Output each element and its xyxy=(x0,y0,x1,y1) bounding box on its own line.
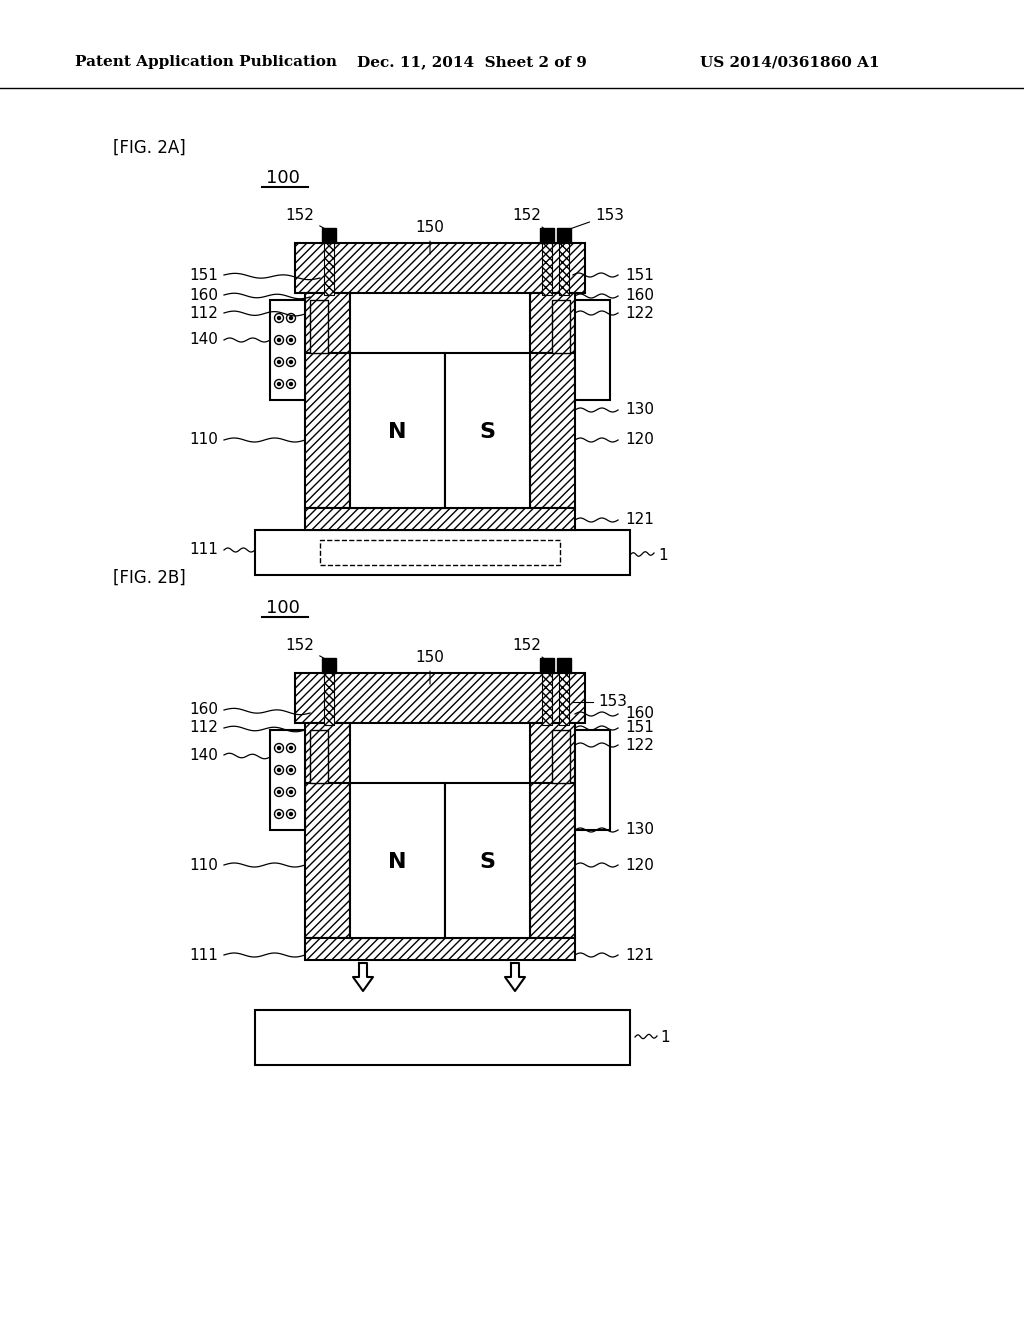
Bar xyxy=(542,673,552,725)
Bar xyxy=(305,508,575,531)
Circle shape xyxy=(278,813,281,816)
Bar xyxy=(295,673,585,723)
Bar xyxy=(295,243,585,293)
Circle shape xyxy=(290,768,293,771)
Bar xyxy=(540,228,554,243)
Text: 150: 150 xyxy=(416,220,444,255)
Text: 122: 122 xyxy=(625,305,654,321)
Bar xyxy=(552,730,570,783)
Text: Dec. 11, 2014  Sheet 2 of 9: Dec. 11, 2014 Sheet 2 of 9 xyxy=(357,55,587,69)
Circle shape xyxy=(290,813,293,816)
Text: 1: 1 xyxy=(660,1030,670,1044)
Circle shape xyxy=(278,383,281,385)
Circle shape xyxy=(290,747,293,750)
Text: N: N xyxy=(388,851,407,873)
Bar xyxy=(552,300,570,352)
Text: [FIG. 2B]: [FIG. 2B] xyxy=(113,569,185,587)
Bar xyxy=(310,730,328,783)
Bar xyxy=(530,723,575,783)
Text: 120: 120 xyxy=(625,858,654,873)
Bar xyxy=(305,293,350,352)
Circle shape xyxy=(278,747,281,750)
Circle shape xyxy=(290,317,293,319)
Bar xyxy=(270,300,305,400)
Bar xyxy=(542,243,552,294)
Text: 111: 111 xyxy=(189,948,218,962)
Text: 112: 112 xyxy=(189,721,218,735)
Bar xyxy=(310,300,328,352)
Text: 140: 140 xyxy=(189,333,218,347)
Bar xyxy=(559,243,569,294)
Text: 120: 120 xyxy=(625,433,654,447)
Bar xyxy=(350,783,445,939)
Text: 100: 100 xyxy=(266,599,300,616)
Text: [FIG. 2A]: [FIG. 2A] xyxy=(113,139,185,157)
Text: 130: 130 xyxy=(625,403,654,417)
Text: 151: 151 xyxy=(625,268,654,282)
Circle shape xyxy=(290,791,293,793)
Bar xyxy=(530,352,575,508)
Text: 111: 111 xyxy=(189,543,218,557)
Bar xyxy=(322,657,336,673)
Text: 110: 110 xyxy=(189,858,218,873)
Circle shape xyxy=(278,360,281,363)
Bar xyxy=(575,300,610,400)
Text: 121: 121 xyxy=(625,512,654,528)
Text: 152: 152 xyxy=(513,638,545,659)
Text: 152: 152 xyxy=(286,638,327,660)
Bar xyxy=(324,243,334,294)
Bar xyxy=(559,673,569,725)
Bar xyxy=(305,723,350,783)
Bar xyxy=(255,1010,630,1065)
Bar xyxy=(322,228,336,243)
Text: 160: 160 xyxy=(189,702,218,718)
Text: 130: 130 xyxy=(625,822,654,837)
Bar xyxy=(270,730,305,830)
Bar xyxy=(540,657,554,673)
Text: 122: 122 xyxy=(625,738,654,752)
Bar xyxy=(350,352,445,508)
Text: 112: 112 xyxy=(189,305,218,321)
Bar xyxy=(557,228,571,243)
Bar xyxy=(530,293,575,352)
Bar xyxy=(255,531,630,576)
Bar xyxy=(557,657,571,673)
Text: US 2014/0361860 A1: US 2014/0361860 A1 xyxy=(700,55,880,69)
Text: 160: 160 xyxy=(625,705,654,721)
Bar xyxy=(445,352,530,508)
Bar xyxy=(324,673,334,725)
Circle shape xyxy=(278,338,281,342)
Text: Patent Application Publication: Patent Application Publication xyxy=(75,55,337,69)
Text: 100: 100 xyxy=(266,169,300,187)
Bar xyxy=(445,783,530,939)
Bar xyxy=(305,939,575,960)
Circle shape xyxy=(290,360,293,363)
Text: S: S xyxy=(479,422,495,442)
Bar xyxy=(319,540,560,565)
Text: 153: 153 xyxy=(598,694,627,710)
Text: 140: 140 xyxy=(189,747,218,763)
Text: 110: 110 xyxy=(189,433,218,447)
Text: 152: 152 xyxy=(513,207,545,230)
Text: 151: 151 xyxy=(625,721,654,735)
Text: 153: 153 xyxy=(566,207,624,230)
Text: 150: 150 xyxy=(416,651,444,684)
Circle shape xyxy=(278,768,281,771)
Bar xyxy=(530,783,575,939)
Text: N: N xyxy=(388,422,407,442)
Text: 160: 160 xyxy=(189,288,218,302)
Bar xyxy=(575,730,610,830)
Circle shape xyxy=(278,317,281,319)
Text: 1: 1 xyxy=(658,548,668,562)
Bar xyxy=(305,783,350,939)
Text: 152: 152 xyxy=(286,207,327,230)
Bar xyxy=(305,352,350,508)
Text: 121: 121 xyxy=(625,948,654,962)
Circle shape xyxy=(290,383,293,385)
Circle shape xyxy=(278,791,281,793)
Text: 160: 160 xyxy=(625,288,654,302)
Text: 151: 151 xyxy=(189,268,218,282)
Text: S: S xyxy=(479,851,495,873)
Circle shape xyxy=(290,338,293,342)
